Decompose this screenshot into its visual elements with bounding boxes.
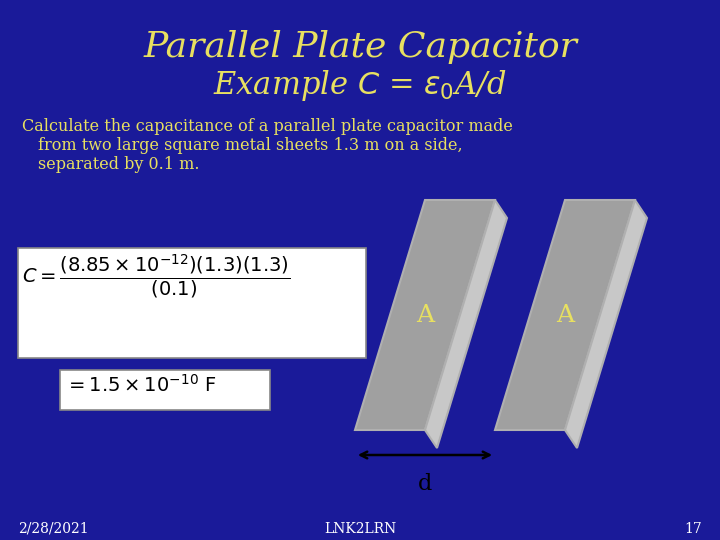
Text: $= 1.5\times10^{-10}\ \mathrm{F}$: $= 1.5\times10^{-10}\ \mathrm{F}$ xyxy=(65,374,217,396)
Text: LNK2LRN: LNK2LRN xyxy=(324,522,396,536)
FancyBboxPatch shape xyxy=(18,248,366,358)
Text: $C = \dfrac{(8.85\times10^{-12})(1.3)(1.3)}{(0.1)}$: $C = \dfrac{(8.85\times10^{-12})(1.3)(1.… xyxy=(22,252,290,300)
Polygon shape xyxy=(495,200,635,430)
Polygon shape xyxy=(425,200,507,448)
FancyBboxPatch shape xyxy=(60,370,270,410)
Text: Parallel Plate Capacitor: Parallel Plate Capacitor xyxy=(143,30,577,64)
Text: from two large square metal sheets 1.3 m on a side,: from two large square metal sheets 1.3 m… xyxy=(38,137,463,154)
Text: 17: 17 xyxy=(684,522,702,536)
Text: A: A xyxy=(416,303,434,327)
Polygon shape xyxy=(355,200,495,430)
Text: Calculate the capacitance of a parallel plate capacitor made: Calculate the capacitance of a parallel … xyxy=(22,118,513,135)
Text: separated by 0.1 m.: separated by 0.1 m. xyxy=(38,156,199,173)
Text: A: A xyxy=(556,303,574,327)
Text: Example $C$ = $\varepsilon_0$A/d: Example $C$ = $\varepsilon_0$A/d xyxy=(213,68,507,103)
Text: d: d xyxy=(418,473,432,495)
Polygon shape xyxy=(565,200,647,448)
Text: 2/28/2021: 2/28/2021 xyxy=(18,522,89,536)
